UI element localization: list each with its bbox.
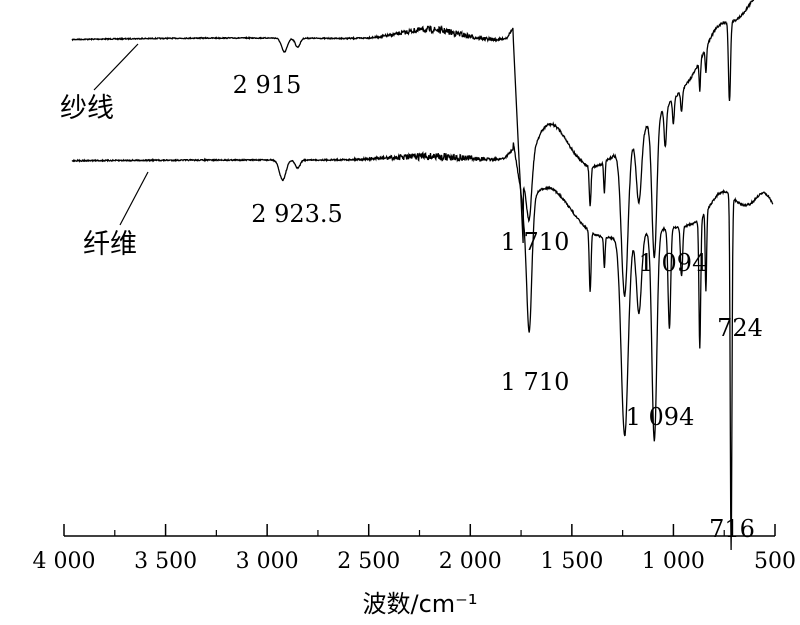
peak-label: 2 923.5 (251, 200, 343, 228)
x-tick-label: 3 000 (236, 549, 299, 574)
x-tick-label: 1 000 (642, 549, 705, 574)
peak-label: 1 094 (626, 403, 695, 431)
peak-label: 724 (717, 314, 763, 342)
series-label-fiber: 纤维 (83, 229, 137, 260)
series-label-yarn: 纱线 (60, 93, 114, 124)
x-tick-label: 500 (754, 549, 796, 574)
peak-label: 1 710 (501, 368, 570, 396)
x-tick-label: 2 000 (439, 549, 502, 574)
spectrum-line-fiber (71, 142, 774, 551)
x-tick-label: 4 000 (33, 549, 96, 574)
x-tick-label: 3 500 (134, 549, 197, 574)
peak-label: 2 915 (233, 71, 302, 99)
peak-label: 1 710 (501, 228, 570, 256)
x-tick-label: 1 500 (540, 549, 603, 574)
peak-label: 716 (709, 515, 755, 543)
series-label-leader (93, 43, 139, 91)
spectrum-line-yarn (71, 0, 755, 297)
series-label-leader (119, 171, 149, 226)
x-tick-label: 2 500 (337, 549, 400, 574)
x-axis-label: 波数/cm⁻¹ (363, 590, 478, 618)
peak-label: 1 094 (639, 249, 708, 277)
